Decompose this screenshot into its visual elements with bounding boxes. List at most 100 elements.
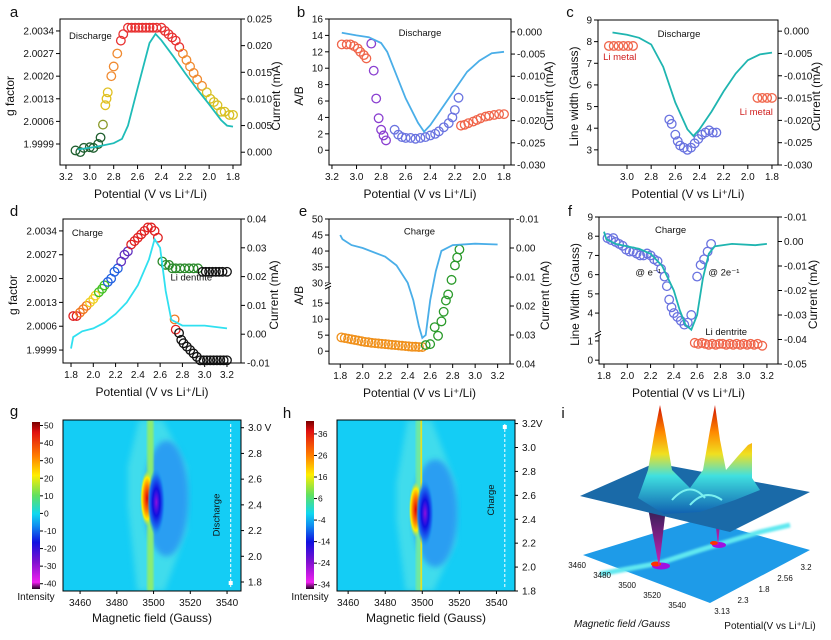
y2-tick-label: -0.025 <box>517 138 546 149</box>
y2-tick-label: 0.005 <box>247 121 272 132</box>
panel-f: 1.8 2.0 2.2 2.4 2.6 2.8 3.0 3.2 0 1 4 5 6 7 8 9 -0.01 0.0… <box>568 213 820 401</box>
data-point <box>752 338 763 349</box>
x-tick-label: 2.4 <box>401 371 415 382</box>
data-point <box>201 87 212 98</box>
y-tick-label: 2.0006 <box>26 322 57 333</box>
y-tick-label: 2.0 <box>248 552 262 563</box>
data-point <box>378 130 389 141</box>
data-point <box>603 41 614 51</box>
mode-label: Discharge <box>658 29 701 40</box>
panel-i-labels: 3460 3480 3500 3520 3540 Magnetic field /Gaus… <box>568 561 816 632</box>
negative-peak <box>416 479 435 548</box>
x-tick-label: 3480 <box>106 598 129 609</box>
x-axis-title: Potential (V vs Li⁺/Li) <box>631 187 744 201</box>
current-line <box>341 31 505 134</box>
data-point <box>494 109 505 120</box>
colorbar-tick-label: 26 <box>318 450 328 460</box>
current-line <box>77 32 234 151</box>
data-point <box>446 274 457 285</box>
y-tick-label: 6 <box>587 270 593 281</box>
mode-label: Discharge <box>212 494 223 537</box>
data-point <box>146 222 157 233</box>
data-point <box>215 355 226 366</box>
panel-letter-c: c <box>566 4 574 21</box>
data-point <box>407 341 418 352</box>
colorbar-title: Intensity <box>291 592 328 603</box>
y2-tick-label: 0.02 <box>247 272 267 283</box>
panel-letter-e: e <box>299 203 307 220</box>
x-tick-label: 3500 <box>618 581 636 590</box>
y2-tick-label: -0.010 <box>784 71 813 82</box>
data-point <box>475 113 486 124</box>
x-tick-label: 2.4 <box>667 371 681 382</box>
data-point <box>106 71 117 82</box>
data-point <box>129 236 140 247</box>
x-tick-label: 2.2 <box>178 172 192 183</box>
data-point <box>197 266 208 277</box>
data-point <box>454 244 465 255</box>
x-tick-label: 3.0 <box>620 172 634 183</box>
y-tick-label: 1.9999 <box>26 346 57 357</box>
data-point <box>757 92 768 103</box>
data-point <box>207 266 218 277</box>
y-tick-label: 2.56 <box>777 574 793 583</box>
plot-frame <box>336 419 516 592</box>
data-point <box>140 22 151 33</box>
y-tick-label: 2.0020 <box>23 72 54 83</box>
data-point <box>449 260 460 271</box>
data-point <box>752 92 763 103</box>
y-tick-label: 45 <box>312 231 324 242</box>
colorbar-tick-label: -10 <box>44 526 57 536</box>
data-point <box>198 355 209 366</box>
x-tick-label: 2.8 <box>107 172 121 183</box>
colorbar-tick-label: 50 <box>44 421 54 431</box>
data-point <box>174 42 185 53</box>
data-point <box>363 337 374 348</box>
y-tick-label: 2.0013 <box>26 298 57 309</box>
x-tick-label: 2.4 <box>154 172 168 183</box>
current-line <box>612 31 773 138</box>
x-tick-label: 3.2 <box>220 370 234 381</box>
x-tick-label: 1.8 <box>226 172 240 183</box>
mode-label: Charge <box>72 228 103 239</box>
data-point <box>208 355 219 366</box>
x-tick-label: 2.2 <box>109 370 123 381</box>
y2-tick-label: 0.000 <box>784 27 809 38</box>
y-tick-label: 1 <box>587 336 593 347</box>
y-tick-label: 14 <box>312 31 324 42</box>
plot-frame <box>62 419 242 592</box>
x-tick-label: 2.0 <box>472 172 486 183</box>
data-point <box>370 338 381 349</box>
current-line <box>603 231 768 332</box>
x-tick-label: 1.8 <box>64 370 78 381</box>
data-point <box>380 339 391 350</box>
plot-frame <box>597 19 779 166</box>
x-tick-label: 3480 <box>374 598 397 609</box>
data-point <box>336 332 347 343</box>
heatmap <box>337 420 515 591</box>
y-tick-label: 2.6 <box>248 475 262 486</box>
data-point <box>608 41 619 51</box>
data-point <box>449 105 460 115</box>
plot-frame <box>62 218 242 364</box>
data-point <box>352 43 363 54</box>
colorbar-tick-label: 0 <box>44 508 49 518</box>
x-tick-label: 1.8 <box>333 371 347 382</box>
mode-label: Charge <box>486 484 497 515</box>
data-point <box>174 328 185 338</box>
y2-tick-label: -0.020 <box>517 116 546 127</box>
y-tick-label: 5 <box>586 102 592 113</box>
data-point <box>433 330 443 341</box>
data-point <box>440 295 451 306</box>
y-tick-label: 2.8 <box>248 449 262 460</box>
data-point <box>214 266 225 277</box>
data-point <box>438 306 449 317</box>
data-point <box>368 65 379 76</box>
x-tick-label: 3500 <box>142 598 165 609</box>
scan-marker <box>502 425 507 429</box>
data-point <box>443 289 454 300</box>
data-point <box>356 336 367 347</box>
data-point <box>152 232 163 243</box>
mode-label: Discharge <box>399 28 442 39</box>
x-tick-label: 2.4 <box>423 172 437 183</box>
